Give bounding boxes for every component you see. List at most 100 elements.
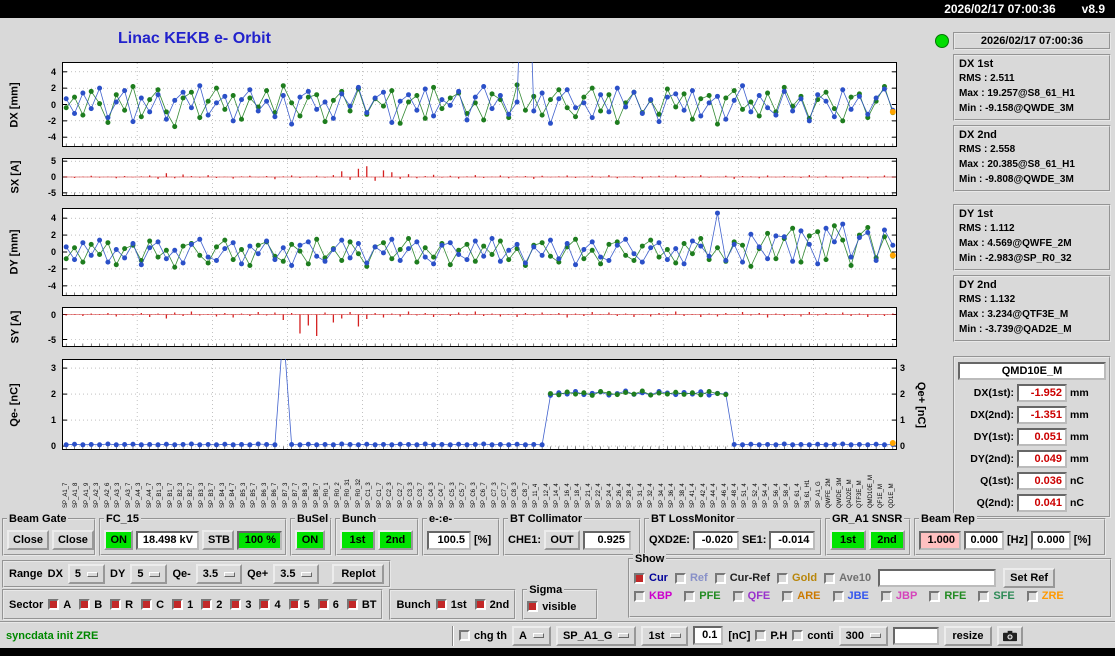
ee-ratio-field[interactable]: 100.5	[427, 530, 471, 550]
checkbox-indicator	[634, 572, 645, 584]
sector-checkbox[interactable]: BT	[346, 599, 376, 611]
monitor-name-label: SP_A3_7	[125, 482, 132, 508]
beam-gate-close-button-2[interactable]: Close	[51, 530, 94, 550]
monitor-row-unit: nC	[1070, 475, 1084, 487]
sector-checkbox[interactable]: 3	[230, 599, 251, 611]
checkbox-label: 2nd	[489, 598, 510, 611]
sector-checkbox[interactable]: 4	[259, 599, 281, 611]
checkbox-indicator	[230, 599, 242, 610]
show-option-checkbox[interactable]: Cur-Ref	[714, 572, 771, 584]
chg-th-checkbox[interactable]: chg th	[459, 630, 507, 642]
show-option-checkbox[interactable]: Gold	[777, 572, 817, 584]
show-ring-checkbox[interactable]: RFE	[929, 590, 966, 602]
range-qep-select[interactable]: 3.5	[273, 564, 320, 584]
group-range: Range DX 5 DY 5 Qe- 3.5 Qe+ 3.5 Replot	[2, 560, 392, 588]
sector-checkbox[interactable]: 6	[317, 598, 339, 611]
sx-plot-canvas	[62, 158, 897, 196]
resize-button[interactable]: resize	[943, 625, 992, 646]
bunch-1st-button[interactable]: 1st	[340, 530, 375, 550]
monitor-name-label: SP_C1_3	[366, 482, 373, 508]
sector-checkbox[interactable]: 2	[201, 599, 222, 611]
checkbox-indicator	[110, 599, 122, 610]
group-sector: Sector A B	[2, 589, 384, 620]
group-range-label: Range	[9, 568, 43, 580]
sector-checkbox[interactable]: C	[141, 599, 164, 611]
monitor-select[interactable]: SP_A1_G	[555, 625, 637, 646]
show-row-2: KBP PFE QFE	[630, 589, 1110, 603]
fc15-kv-field[interactable]: 18.498 kV	[136, 530, 199, 550]
range-dy-label: DY	[110, 568, 126, 580]
che1-label: CHE1:	[508, 534, 542, 546]
sector-checkbox[interactable]: R	[110, 599, 133, 611]
show-ring-checkbox[interactable]: JBP	[880, 590, 917, 602]
range-qep-value: 3.5	[280, 568, 296, 580]
control-row-3: Sector A B	[2, 584, 599, 620]
range-qem-select[interactable]: 3.5	[195, 564, 243, 584]
gr-snsr-2nd-button[interactable]: 2nd	[869, 530, 905, 550]
monitor-name-label: SP_C7_3	[491, 482, 498, 508]
checkbox-indicator	[792, 630, 804, 641]
checkbox-label: SFE	[993, 590, 1015, 602]
fc15-on-button[interactable]: ON	[104, 530, 134, 550]
sector-checkbox[interactable]: 5	[288, 599, 310, 611]
show-option-checkbox[interactable]: Ave10	[824, 572, 871, 584]
checkbox-label: 6	[332, 598, 339, 611]
show-ring-checkbox[interactable]: QFE	[732, 590, 770, 602]
range-dx-select[interactable]: 5	[67, 564, 106, 584]
stat-min: Min : -3.739@QAD2E_M	[959, 324, 1072, 335]
monitor-name-label: SP_21_4	[585, 483, 592, 508]
checkbox-label: Cur-Ref	[729, 572, 771, 584]
bunch-2nd-button[interactable]: 2nd	[378, 530, 413, 550]
monitor-name-label: SP_A4_3	[136, 482, 143, 508]
range-dy-select[interactable]: 5	[130, 564, 168, 584]
ref-name-input[interactable]	[878, 569, 997, 587]
show-ring-checkbox[interactable]: ZRE	[1026, 590, 1064, 602]
gr-snsr-1st-button[interactable]: 1st	[830, 530, 866, 550]
bunch-checkbox[interactable]: 2nd	[474, 598, 510, 611]
show-ring-checkbox[interactable]: PFE	[684, 590, 721, 602]
monitor-name-label: SP_28_4	[627, 483, 634, 508]
plot-row-sx: SX [A] 5 0 -5	[0, 156, 940, 198]
replot-button[interactable]: Replot	[332, 564, 385, 584]
monitor-name-label: SP_R0_2	[334, 482, 341, 508]
sector-checkbox[interactable]: 1	[172, 599, 193, 611]
sigma-visible-checkbox[interactable]: visible	[527, 601, 576, 613]
group-bunch-checkboxes-label: Bunch	[396, 598, 431, 611]
show-ring-checkbox[interactable]: SFE	[978, 590, 1015, 602]
ph-checkbox[interactable]: P.H	[755, 630, 787, 642]
screenshot-button[interactable]	[996, 625, 1023, 646]
optionmenu-indicator-icon	[869, 633, 881, 638]
che1-out-button[interactable]: OUT	[544, 530, 581, 550]
show-option-checkbox[interactable]: Cur	[634, 572, 668, 584]
bunch-select[interactable]: 1st	[641, 625, 689, 646]
bunch-checkbox[interactable]: 1st	[435, 599, 467, 611]
set-ref-button[interactable]: Set Ref	[1003, 568, 1056, 588]
stat-box-title: DY 2nd	[959, 279, 997, 291]
beam-gate-close-button-1[interactable]: Close	[7, 530, 49, 550]
checkbox-indicator	[782, 590, 794, 602]
show-ring-checkbox[interactable]: KBP	[634, 590, 672, 602]
monitor-name-label: SP_C2_7	[397, 482, 404, 508]
group-busel-label: BuSel	[295, 513, 331, 525]
sector-checkbox[interactable]: B	[79, 599, 102, 611]
fc15-stb-button[interactable]: STB	[201, 530, 234, 550]
monitor-name-label: SP_31_4	[637, 483, 644, 508]
show-ring-checkbox[interactable]: JBE	[832, 590, 869, 602]
show-ring-checkbox[interactable]: ARE	[782, 590, 821, 602]
busel-on-button[interactable]: ON	[295, 530, 325, 550]
che1-value-field[interactable]: 0.925	[583, 530, 632, 550]
threshold-field[interactable]: 0.1	[693, 626, 724, 645]
sector-checkbox[interactable]: A	[48, 599, 71, 611]
monitor-name-label: SP_C3_7	[418, 482, 425, 508]
conti-checkbox[interactable]: conti	[792, 630, 834, 642]
page-title: Linac KEKB e- Orbit	[118, 30, 271, 47]
sector-select[interactable]: A	[512, 625, 551, 646]
checkbox-indicator	[79, 599, 91, 610]
misc-input[interactable]	[892, 626, 939, 645]
checkbox-indicator	[172, 599, 184, 610]
show-option-checkbox[interactable]: Ref	[674, 572, 708, 584]
checkbox-indicator	[824, 572, 836, 584]
range-qem-label: Qe-	[172, 568, 191, 580]
interval-select[interactable]: 300	[838, 625, 888, 646]
monitor-name-label: SP_B7_7	[292, 482, 299, 508]
